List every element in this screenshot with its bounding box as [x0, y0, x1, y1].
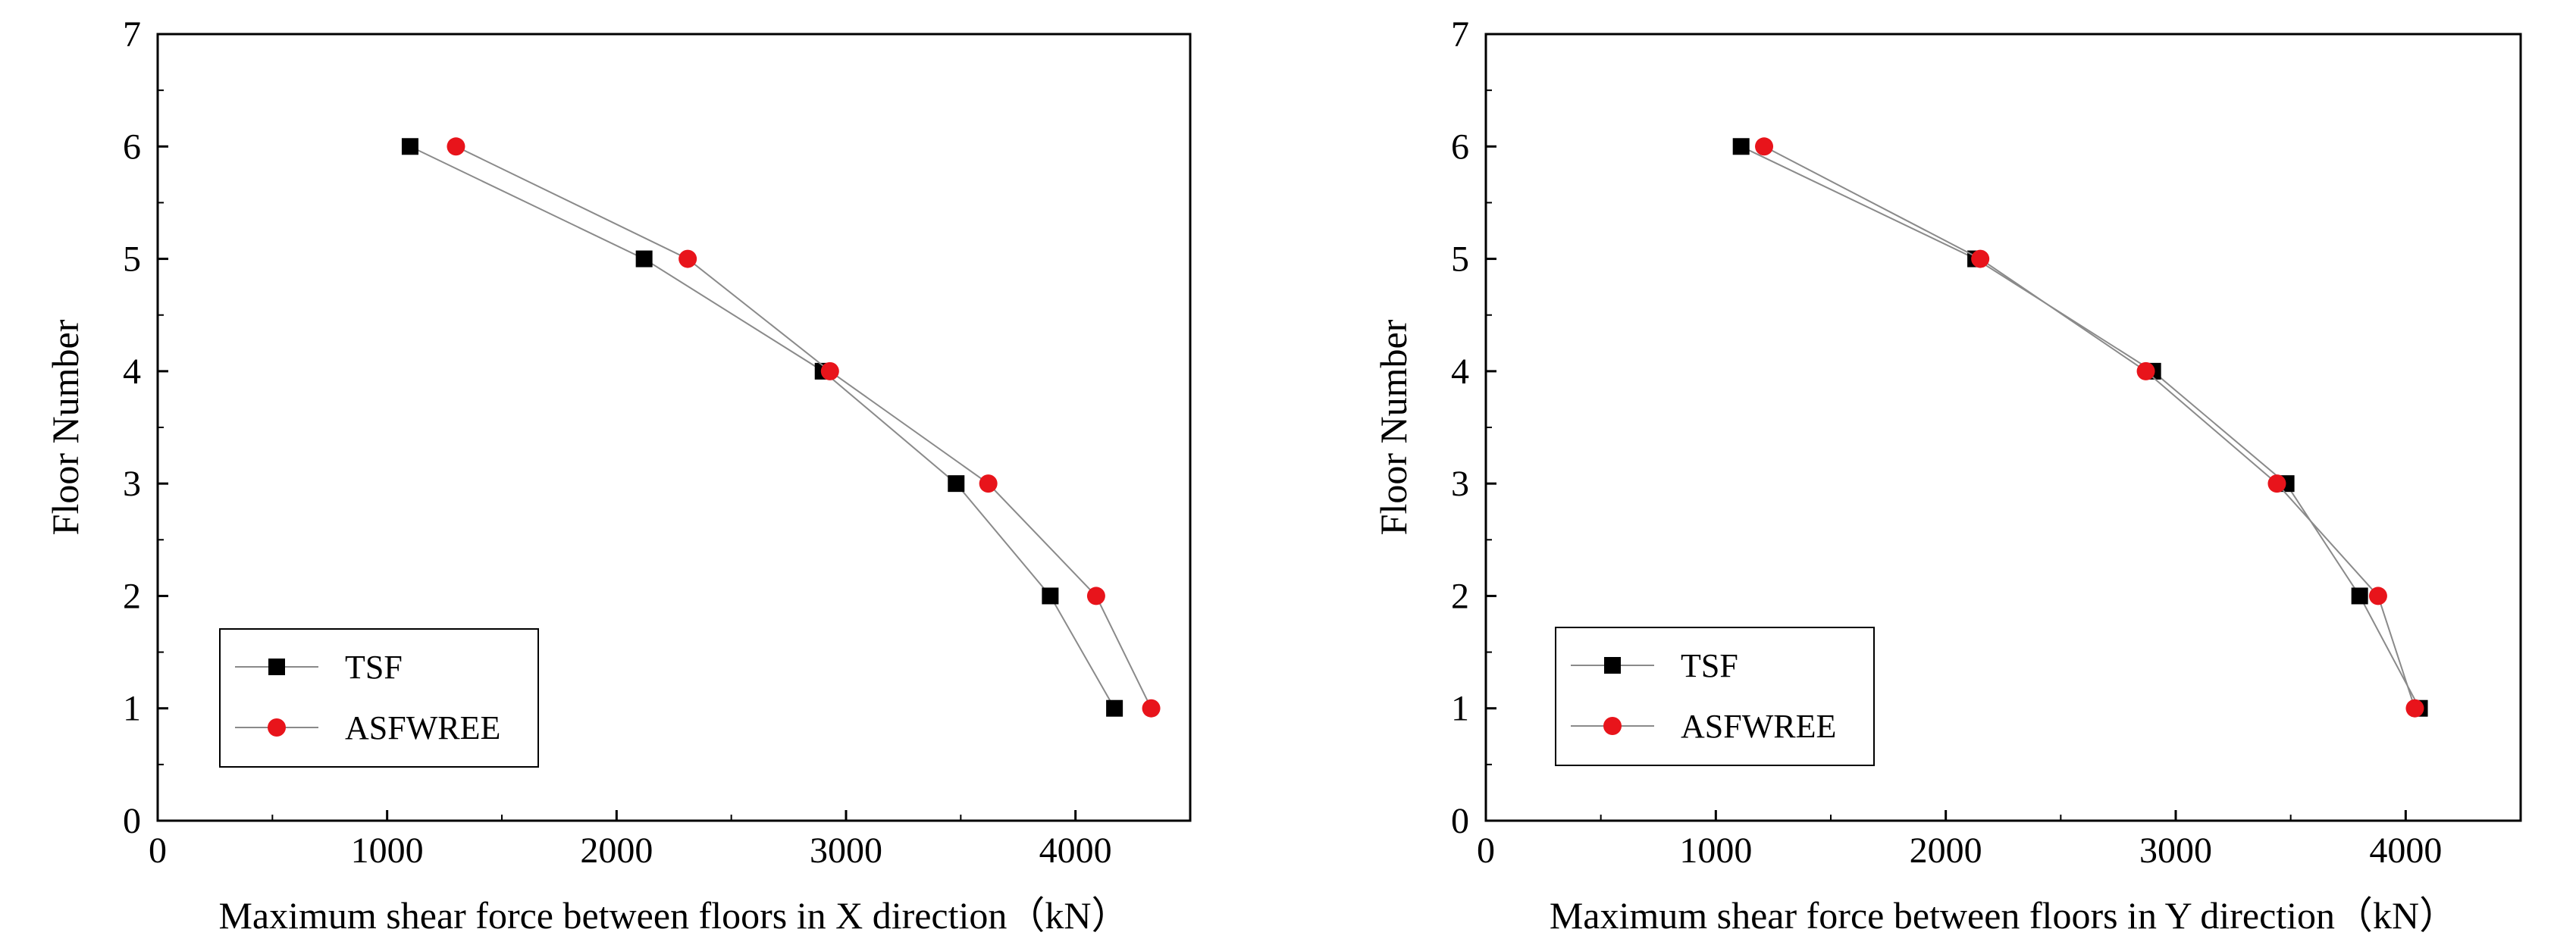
- data-point-asfwree: [1142, 699, 1161, 718]
- x-tick-label: 2000: [1910, 831, 1982, 871]
- legend-marker-tsf: [1604, 657, 1621, 674]
- y-tick-label: 2: [123, 576, 141, 616]
- legend-label-tsf: TSF: [345, 649, 403, 686]
- x-tick-label: 3000: [2139, 831, 2212, 871]
- series-line-tsf: [1741, 145, 2421, 709]
- chart-panel-1: 0 1000 2000 3000 4000 0 1 2 3 4 5 6 7 Maximum shear f…: [44, 14, 1192, 937]
- data-point-asfwree: [1971, 249, 1990, 268]
- data-point-asfwree: [1755, 137, 1774, 156]
- legend: TSF ASFWREE: [1555, 627, 1875, 766]
- y-tick-label: 7: [1451, 14, 1469, 55]
- data-point-asfwree: [2136, 361, 2155, 380]
- data-point-tsf: [1042, 587, 1059, 605]
- x-tick-label: 1000: [351, 831, 424, 871]
- legend-label-tsf: TSF: [1681, 647, 1738, 684]
- y-tick-label: 6: [123, 127, 141, 167]
- series-line-tsf: [409, 145, 1115, 709]
- data-point-tsf: [635, 250, 653, 268]
- y-tick-label: 2: [1451, 576, 1469, 616]
- y-tick-label: 4: [123, 352, 141, 392]
- x-tick-label: 0: [1477, 831, 1495, 871]
- y-tick-label: 0: [123, 801, 141, 841]
- y-axis-title: Floor Number: [1372, 319, 1415, 535]
- data-point-asfwree: [820, 361, 839, 380]
- data-point-tsf: [1732, 138, 1750, 155]
- legend-label-asfwree: ASFWREE: [1681, 708, 1836, 745]
- series-line-asfwree: [456, 145, 1152, 709]
- y-tick-label: 3: [123, 464, 141, 504]
- series-line-asfwree: [1763, 145, 2416, 709]
- legend-marker-asfwree: [1603, 717, 1622, 735]
- x-axis-title: Maximum shear force between floors in Y …: [1550, 894, 2457, 937]
- y-tick-label: 6: [1451, 127, 1469, 167]
- data-point-tsf: [401, 138, 418, 155]
- legend-box: [219, 628, 539, 768]
- legend: TSF ASFWREE: [219, 628, 539, 768]
- x-tick-label: 4000: [1039, 831, 1112, 871]
- data-point-asfwree: [2267, 474, 2286, 493]
- x-tick-label: 3000: [810, 831, 882, 871]
- data-point-asfwree: [2405, 699, 2424, 718]
- y-tick-label: 0: [1451, 801, 1469, 841]
- y-tick-label: 5: [123, 239, 141, 280]
- x-tick-label: 4000: [2369, 831, 2442, 871]
- y-tick-label: 1: [123, 689, 141, 729]
- chart-panel-2: 0 1000 2000 3000 4000 0 1 2 3 4 5 6 7 Maximum shear f…: [1372, 14, 2522, 937]
- legend-box: [1555, 627, 1875, 766]
- data-point-asfwree: [1086, 587, 1105, 605]
- x-tick-label: 2000: [580, 831, 653, 871]
- x-tick-label: 0: [149, 831, 167, 871]
- legend-label-asfwree: ASFWREE: [345, 709, 500, 746]
- x-tick-label: 1000: [1679, 831, 1752, 871]
- data-point-asfwree: [678, 249, 697, 268]
- data-point-asfwree: [447, 137, 465, 156]
- y-tick-label: 5: [1451, 239, 1469, 280]
- data-point-asfwree: [2368, 587, 2387, 605]
- y-tick-label: 3: [1451, 464, 1469, 504]
- legend-marker-asfwree: [268, 718, 286, 737]
- data-point-tsf: [948, 475, 965, 493]
- x-axis-title: Maximum shear force between floors in X …: [218, 894, 1129, 937]
- y-axis-title: Floor Number: [44, 319, 86, 535]
- data-point-tsf: [2351, 587, 2368, 605]
- legend-marker-tsf: [268, 659, 285, 675]
- data-point-tsf: [1106, 699, 1123, 717]
- data-point-asfwree: [979, 474, 998, 493]
- y-tick-label: 4: [1451, 352, 1469, 392]
- y-tick-label: 7: [123, 14, 141, 55]
- y-tick-label: 1: [1451, 689, 1469, 729]
